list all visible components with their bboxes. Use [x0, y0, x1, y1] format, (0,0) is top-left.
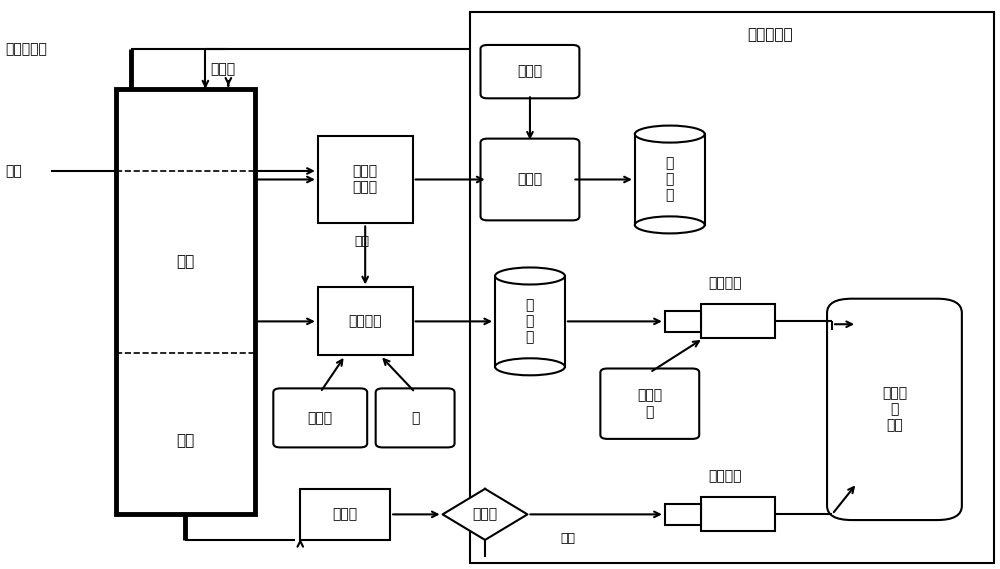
Text: 气化炉
或
锅炉: 气化炉 或 锅炉: [882, 386, 907, 432]
Bar: [635, 134, 705, 225]
Text: 过滤器: 过滤器: [472, 508, 498, 521]
Ellipse shape: [635, 126, 705, 143]
Text: 煤: 煤: [411, 411, 419, 425]
Text: 污泥: 污泥: [176, 433, 195, 448]
Text: 废水: 废水: [176, 254, 195, 269]
Bar: [318, 287, 413, 356]
FancyBboxPatch shape: [481, 45, 579, 98]
Text: 搅拌罐: 搅拌罐: [333, 508, 358, 521]
Ellipse shape: [495, 267, 565, 284]
FancyBboxPatch shape: [273, 389, 367, 447]
Text: 残渣: 残渣: [560, 531, 575, 545]
Text: 絮凝剂: 絮凝剂: [210, 62, 235, 76]
Text: 制浆装置: 制浆装置: [348, 315, 382, 328]
Bar: [665, 311, 701, 332]
Bar: [665, 504, 701, 525]
Bar: [318, 135, 413, 224]
Ellipse shape: [495, 358, 565, 376]
Text: 添加剂: 添加剂: [308, 411, 333, 425]
Bar: [495, 276, 565, 367]
Bar: [300, 489, 390, 540]
Text: 废水: 废水: [355, 236, 370, 249]
Text: 储
油
罐: 储 油 罐: [666, 156, 674, 203]
Bar: [701, 304, 775, 339]
FancyBboxPatch shape: [376, 389, 455, 447]
Text: 煤转化废水: 煤转化废水: [6, 42, 48, 56]
Bar: [470, 12, 994, 563]
Text: 乳化罐: 乳化罐: [517, 172, 543, 187]
Text: 储
浆
罐: 储 浆 罐: [526, 298, 534, 345]
Text: 气力喷嘴: 气力喷嘴: [708, 276, 742, 290]
Polygon shape: [443, 489, 527, 540]
Text: 废油: 废油: [6, 164, 22, 178]
FancyBboxPatch shape: [600, 369, 699, 439]
Text: 机械喷嘴: 机械喷嘴: [708, 469, 742, 483]
FancyBboxPatch shape: [481, 139, 579, 220]
Bar: [116, 89, 255, 514]
Text: 乳化剂: 乳化剂: [517, 65, 543, 79]
Bar: [701, 497, 775, 531]
Text: 雾化介
质: 雾化介 质: [637, 389, 662, 419]
Text: 气化炉废水: 气化炉废水: [747, 27, 792, 42]
Ellipse shape: [635, 216, 705, 233]
FancyBboxPatch shape: [827, 299, 962, 520]
Text: 油水分
离装置: 油水分 离装置: [353, 164, 378, 195]
